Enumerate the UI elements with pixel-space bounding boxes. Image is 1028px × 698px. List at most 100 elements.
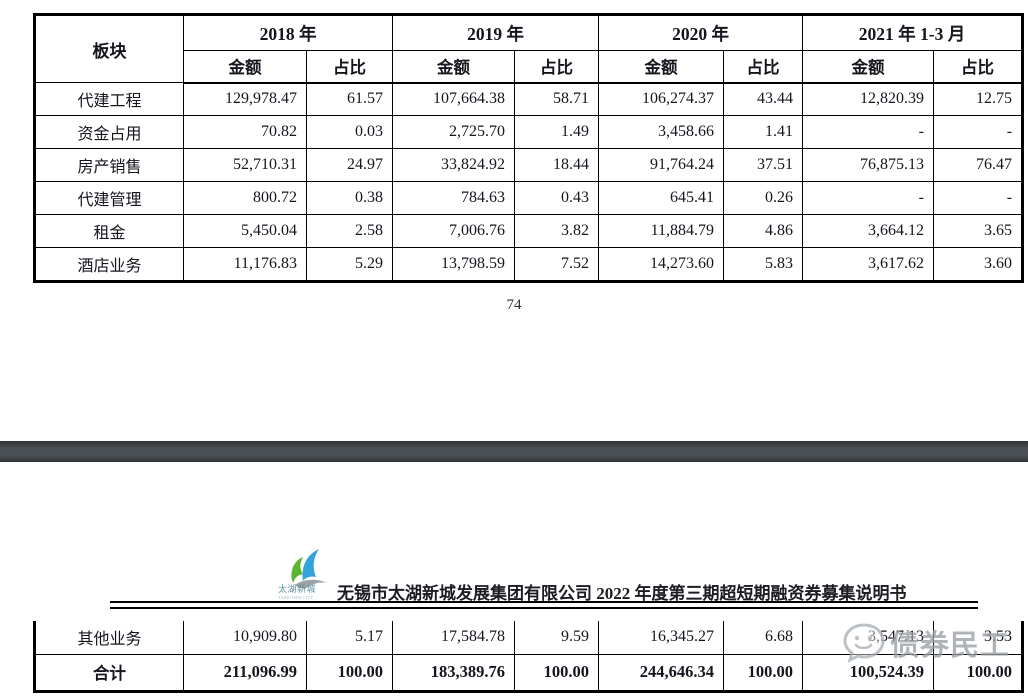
table-row: 代建工程 129,978.47 61.57 107,664.38 58.71 106,27… <box>35 82 1023 116</box>
ratio-cell: 0.43 <box>514 181 599 215</box>
ratio-cell: 58.71 <box>514 82 599 116</box>
year-2018-header: 2018 年 <box>183 15 393 51</box>
ratio-cell: 3.60 <box>932 247 1023 281</box>
amount-cell: 107,664.38 <box>392 82 515 116</box>
amount-cell: 3,617.62 <box>802 247 934 281</box>
ratio-cell: 18.44 <box>514 148 599 182</box>
amount-cell: 12,820.39 <box>802 82 934 116</box>
sector-cell: 合计 <box>35 653 184 691</box>
taihu-new-city-logo-icon <box>291 549 327 589</box>
ratio-cell: - <box>932 181 1023 215</box>
year-2019-header: 2019 年 <box>392 15 599 51</box>
ratio-cell: 5.17 <box>306 621 393 655</box>
amount-cell: 784.63 <box>392 181 515 215</box>
table-row: 租金 5,450.04 2.58 7,006.76 3.82 11,884.79 4.86 3… <box>35 214 1023 248</box>
ratio-cell: 5.83 <box>723 247 803 281</box>
table-row: 其他业务 10,909.80 5.17 17,584.78 9.59 16,345.27 6… <box>35 621 1022 655</box>
amount-cell: 5,450.04 <box>183 214 307 248</box>
ratio-cell: 4.86 <box>723 214 803 248</box>
amount-cell: 76,875.13 <box>802 148 934 182</box>
table-row: 资金占用 70.82 0.03 2,725.70 1.49 3,458.66 1.41- - <box>35 115 1023 149</box>
amount-cell: 3,458.66 <box>598 115 724 149</box>
amount-cell: 17,584.78 <box>392 621 515 655</box>
ratio-cell: 7.52 <box>514 247 599 281</box>
total-row: 合计 211,096.99 100.00 183,389.76 100.00 244,64… <box>35 653 1022 691</box>
amount-cell: 33,824.92 <box>392 148 515 182</box>
table-body: 代建工程 129,978.47 61.57 107,664.38 58.71 106,27… <box>35 82 1023 281</box>
amount-cell: 70.82 <box>183 115 307 149</box>
ratio-cell: 3.53 <box>933 621 1022 655</box>
ratio-cell: 43.44 <box>723 82 803 116</box>
ratio-cell: 100.00 <box>723 653 803 691</box>
page-number: 74 <box>506 297 522 313</box>
page-separator-band <box>0 441 1028 462</box>
logo-wordmark: 太湖新城 <box>278 584 317 594</box>
amount-cell: 11,176.83 <box>183 247 307 281</box>
revenue-breakdown-table-continued: 其他业务 10,909.80 5.17 17,584.78 9.59 16,345.27 6… <box>33 621 1024 693</box>
amount-cell: 3,664.12 <box>802 214 934 248</box>
amount-cell: - <box>802 115 934 149</box>
amount-cell: - <box>802 181 934 215</box>
ratio-cell: 9.59 <box>514 621 599 655</box>
amount-cell: 2,725.70 <box>392 115 515 149</box>
amount-cell: 183,389.76 <box>392 653 515 691</box>
ratio-cell: 2.58 <box>306 214 393 248</box>
subheader-row: 金额 占比 金额 占比 金额 占比 金额 占比 <box>36 50 1023 84</box>
amount-cell: 800.72 <box>183 181 307 215</box>
ratio-cell: - <box>932 115 1023 149</box>
ratio-cell: 0.38 <box>306 181 393 215</box>
amount-cell: 244,646.34 <box>598 653 724 691</box>
sector-cell: 酒店业务 <box>35 247 184 281</box>
table-body-continued: 其他业务 10,909.80 5.17 17,584.78 9.59 16,345.27 6… <box>35 621 1022 691</box>
ratio-cell: 0.26 <box>723 181 803 215</box>
table-row: 代建管理 800.72 0.38 784.63 0.43 645.41 0.26- - <box>35 181 1023 215</box>
ratio-cell: 1.41 <box>723 115 803 149</box>
amount-cell: 11,884.79 <box>598 214 724 248</box>
ratio-header: 占比 <box>306 50 393 84</box>
ratio-cell: 100.00 <box>306 653 393 691</box>
ratio-cell: 0.03 <box>306 115 393 149</box>
amount-cell: 7,006.76 <box>392 214 515 248</box>
table-row: 房产销售 52,710.31 24.97 33,824.92 18.44 91,764.2… <box>35 148 1023 182</box>
ratio-cell: 12.75 <box>932 82 1023 116</box>
logo-wordmark-en: TAIHU NEW CITY <box>278 595 314 600</box>
ratio-cell: 100.00 <box>514 653 599 691</box>
amount-header: 金额 <box>392 50 515 84</box>
sector-column-header: 板块 <box>35 15 184 83</box>
header-double-rule <box>110 601 978 609</box>
amount-cell: 100,524.39 <box>802 653 934 691</box>
year-2020-header: 2020 年 <box>598 15 803 51</box>
year-2021q1-header: 2021 年 1-3 月 <box>801 15 1023 51</box>
table-row: 酒店业务 11,176.83 5.29 13,798.59 7.52 14,273.60 5… <box>35 247 1023 281</box>
ratio-cell: 3.82 <box>514 214 599 248</box>
amount-cell: 16,345.27 <box>598 621 724 655</box>
amount-header: 金额 <box>802 50 934 84</box>
ratio-cell: 24.97 <box>306 148 393 182</box>
document-header-title: 无锡市太湖新城发展集团有限公司 2022 年度第三期超短期融资券募集说明书 <box>337 584 907 603</box>
sector-cell: 房产销售 <box>35 148 184 182</box>
amount-header: 金额 <box>598 50 724 84</box>
sector-cell: 租金 <box>35 214 184 248</box>
amount-header: 金额 <box>183 50 307 84</box>
ratio-cell: 6.68 <box>723 621 803 655</box>
ratio-cell: 3.65 <box>932 214 1023 248</box>
ratio-cell: 5.29 <box>306 247 393 281</box>
amount-cell: 211,096.99 <box>183 653 307 691</box>
amount-cell: 645.41 <box>598 181 724 215</box>
ratio-header: 占比 <box>723 50 803 84</box>
amount-cell: 91,764.24 <box>598 148 724 182</box>
ratio-cell: 37.51 <box>723 148 803 182</box>
amount-cell: 14,273.60 <box>598 247 724 281</box>
ratio-cell: 1.49 <box>514 115 599 149</box>
amount-cell: 3,547.13 <box>802 621 934 655</box>
amount-cell: 52,710.31 <box>183 148 307 182</box>
amount-cell: 13,798.59 <box>392 247 515 281</box>
ratio-header: 占比 <box>932 50 1023 84</box>
ratio-cell: 76.47 <box>932 148 1023 182</box>
ratio-header: 占比 <box>514 50 599 84</box>
sector-cell: 其他业务 <box>35 621 184 655</box>
amount-cell: 10,909.80 <box>183 621 307 655</box>
ratio-cell: 61.57 <box>306 82 393 116</box>
sector-cell: 资金占用 <box>35 115 184 149</box>
